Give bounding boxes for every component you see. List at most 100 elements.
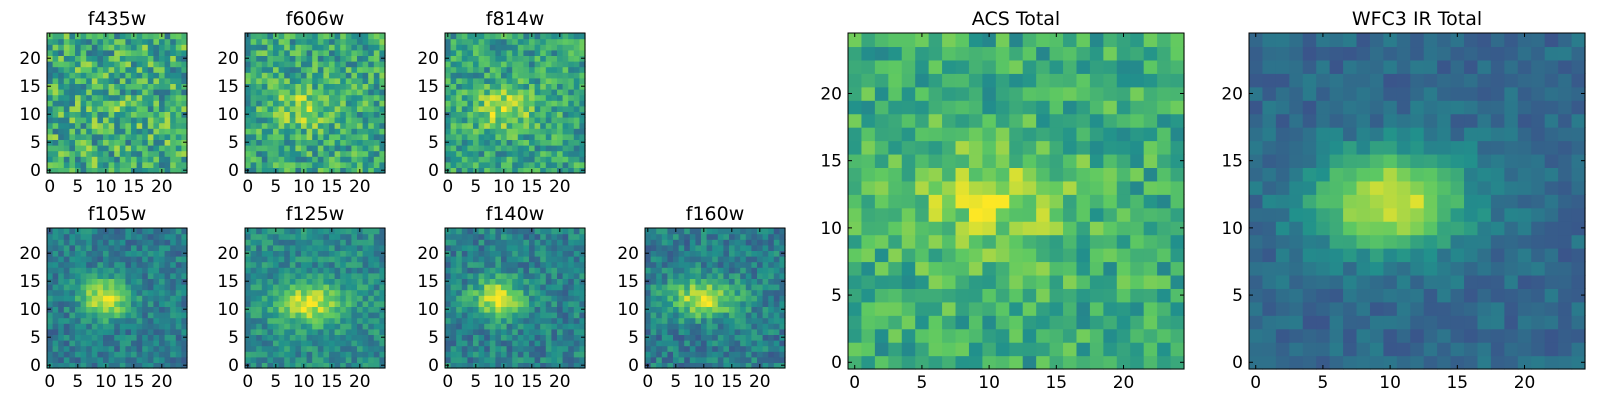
heatmap-cell [568,351,575,358]
heatmap-cell [142,289,149,296]
heatmap-cell [467,33,474,40]
heatmap-cell [461,44,468,51]
heatmap-cell [312,83,319,90]
heatmap-cell [317,150,324,157]
heatmap-cell [568,328,575,335]
heatmap-cell [91,55,98,62]
heatmap-cell [848,167,863,182]
heatmap-cell [164,340,171,347]
heatmap-cell [517,38,524,45]
heatmap-cell [517,133,524,140]
heatmap-cell [323,233,330,240]
heatmap-cell [501,111,508,118]
axes-frame [644,227,786,369]
heatmap-cell [673,340,680,347]
heatmap-cell [717,334,724,341]
heatmap-cell [250,133,257,140]
heatmap-cell [245,145,252,152]
heatmap-cell [1089,207,1104,222]
heatmap-cell [545,323,552,330]
heatmap-cell [131,150,138,157]
heatmap-cell [545,244,552,251]
heatmap-cell [136,356,143,363]
heatmap-cell [58,133,65,140]
heatmap-cell [684,228,691,235]
heatmap-cell [779,233,786,240]
heatmap-cell [473,261,480,268]
heatmap-cell [540,323,547,330]
heatmap-cell [573,128,580,135]
heatmap-cell [317,66,324,73]
heatmap-cell [1116,355,1131,370]
heatmap-cell [1157,207,1172,222]
heatmap-cell [131,139,138,146]
heatmap-cell [495,161,502,168]
heatmap-cell [579,239,586,246]
heatmap-cell [661,351,668,358]
heatmap-cell [103,161,110,168]
heatmap-cell [334,145,341,152]
heatmap-cell [164,105,171,112]
heatmap-cell [164,111,171,118]
heatmap-cell [729,300,736,307]
heatmap-cell [1036,315,1051,330]
heatmap-cell [779,272,786,279]
heatmap-cell [273,161,280,168]
heatmap-cell [273,289,280,296]
heatmap-cell [673,239,680,246]
heatmap-cell [942,342,957,357]
heatmap-cell [506,295,513,302]
heatmap-cell [712,284,719,291]
heatmap-cell [306,89,313,96]
heatmap-cell [295,284,302,291]
heatmap-cell [373,33,380,40]
heatmap-cell [512,340,519,347]
heatmap-cell [362,61,369,68]
heatmap-cell [773,233,780,240]
heatmap-cell [175,295,182,302]
heatmap-cell [80,128,87,135]
heatmap-cell [762,300,769,307]
heatmap-cell [267,278,274,285]
heatmap-cell [1063,342,1078,357]
heatmap-cell [267,356,274,363]
heatmap-cell [362,150,369,157]
heatmap-cell [153,161,160,168]
heatmap-cell [1022,274,1037,289]
heatmap-cell [261,362,268,369]
heatmap-cell [540,150,547,157]
heatmap-cell [557,77,564,84]
heatmap-cell [751,328,758,335]
heatmap-cell [773,261,780,268]
heatmap-cell [323,317,330,324]
heatmap-cell [256,328,263,335]
heatmap-cell [762,351,769,358]
heatmap-cell [69,228,76,235]
heatmap-cell [147,334,154,341]
heatmap-cell [523,38,530,45]
heatmap-cell [695,295,702,302]
heatmap-cell [684,284,691,291]
heatmap-cell [573,300,580,307]
heatmap-cell [568,111,575,118]
heatmap-cell [261,295,268,302]
heatmap-cell [175,161,182,168]
heatmap-cell [69,167,76,174]
heatmap-cell [1157,328,1172,343]
heatmap-cell [450,77,457,84]
heatmap-cell [512,256,519,263]
heatmap-cell [256,150,263,157]
heatmap-cell [706,244,713,251]
heatmap-cell [295,77,302,84]
heatmap-cell [142,33,149,40]
heatmap-cell [334,72,341,79]
heatmap-cell [751,317,758,324]
heatmap-cell [534,244,541,251]
heatmap-cell [461,244,468,251]
heatmap-cell [568,250,575,257]
heatmap-cell [689,351,696,358]
heatmap-cell [295,167,302,174]
heatmap-cell [379,150,386,157]
heatmap-cell [473,312,480,319]
heatmap-cell [80,272,87,279]
